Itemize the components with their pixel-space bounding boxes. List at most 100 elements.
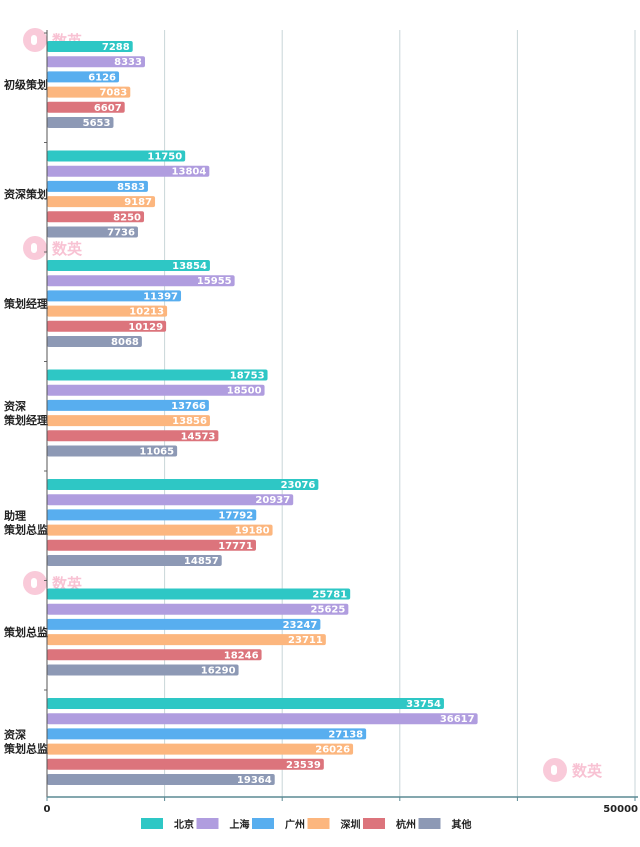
bar-广州 [47, 399, 209, 411]
data-label: 17792 [218, 510, 253, 521]
x-tick-label: 50000 [603, 804, 638, 815]
legend-item: 上海 [196, 818, 250, 831]
data-label: 25625 [311, 605, 346, 616]
legend-item: 其他 [418, 818, 472, 831]
bar-北京 [47, 41, 133, 52]
watermark-logo-glyph [31, 243, 37, 253]
bar-杭州 [47, 211, 145, 223]
category-label: 策划经理 [3, 413, 48, 427]
data-label: 8333 [114, 57, 142, 68]
legend-item: 广州 [252, 818, 305, 831]
data-label: 23247 [283, 620, 318, 631]
category-label: 策划总监 [3, 625, 48, 639]
data-label: 16290 [201, 666, 236, 677]
data-label: 36617 [440, 714, 475, 725]
watermark: 数英 [543, 758, 603, 782]
legend-label: 广州 [285, 818, 305, 831]
category-label: 初级策划 [4, 78, 48, 92]
bar-深圳 [47, 415, 210, 427]
bar-杭州 [47, 539, 256, 551]
watermark-logo-glyph [31, 35, 37, 45]
bar-深圳 [47, 743, 354, 755]
data-label: 11065 [139, 447, 174, 458]
data-label: 8583 [117, 182, 145, 193]
watermark-text: 数英 [52, 240, 83, 258]
bar-其他 [47, 336, 142, 347]
watermarks: 数英数英数英数英 [23, 28, 603, 782]
legend-item: 北京 [141, 818, 194, 831]
watermark: 数英 [23, 236, 83, 260]
data-label: 6126 [88, 72, 116, 83]
bar-其他 [47, 774, 275, 785]
bar-上海 [47, 494, 294, 506]
bar-北京 [47, 369, 268, 381]
bar-其他 [47, 226, 138, 238]
bar-上海 [47, 275, 235, 287]
watermark-logo-glyph [551, 765, 557, 775]
data-label: 13804 [172, 167, 207, 178]
bar-深圳 [47, 305, 168, 317]
bar-杭州 [47, 430, 219, 442]
bar-上海 [47, 165, 210, 177]
bar-广州 [47, 71, 120, 83]
data-label: 33754 [406, 699, 441, 710]
data-label: 8250 [113, 212, 141, 223]
bar-深圳 [47, 196, 156, 208]
data-label: 20937 [255, 495, 290, 506]
legend-swatch [141, 818, 163, 829]
category-label: 策划经理 [3, 297, 48, 311]
data-label: 25781 [312, 590, 347, 601]
data-label: 23711 [288, 635, 323, 646]
data-label: 18246 [224, 650, 259, 661]
legend-swatch [307, 818, 330, 829]
x-tick-label: 0 [44, 804, 51, 815]
data-label: 7288 [102, 42, 130, 53]
data-label: 18500 [227, 386, 262, 397]
data-label: 11397 [143, 291, 178, 302]
data-label: 23076 [281, 480, 316, 491]
bar-其他 [47, 664, 239, 676]
watermark-text: 数英 [572, 762, 603, 780]
bar-杭州 [47, 649, 262, 661]
data-label: 10213 [129, 307, 164, 318]
category-label: 策划总监 [3, 523, 48, 537]
bar-北京 [47, 260, 210, 271]
legend-swatch [252, 818, 274, 829]
bar-广州 [47, 728, 367, 740]
data-label: 10129 [128, 322, 163, 333]
data-label: 8068 [111, 337, 139, 348]
legend-swatch [418, 818, 441, 829]
x-axis: 0 50000 [44, 30, 638, 815]
bar-上海 [47, 384, 265, 396]
data-label: 19180 [235, 526, 270, 537]
data-label: 9187 [124, 197, 152, 208]
data-label: 13856 [172, 416, 207, 427]
data-label: 15955 [197, 276, 232, 287]
bar-广州 [47, 290, 182, 302]
bar-杭州 [47, 758, 324, 770]
category-label: 资深 [4, 399, 26, 413]
bar-深圳 [47, 634, 326, 646]
bar-广州 [47, 618, 321, 630]
legend-item: 深圳 [307, 818, 361, 831]
data-label: 5653 [83, 118, 111, 129]
data-label: 17771 [218, 541, 253, 552]
data-label: 13854 [172, 261, 207, 272]
legend: 北京 上海 广州 深圳 杭州 其他 [141, 818, 472, 831]
watermark-logo-glyph [31, 578, 37, 588]
category-label: 助理 [4, 509, 26, 523]
category-label: 资深策划 [4, 187, 48, 201]
data-label: 26026 [315, 745, 350, 756]
bar-其他 [47, 117, 114, 128]
bar-深圳 [47, 524, 273, 536]
bar-深圳 [47, 86, 131, 98]
data-label: 23539 [286, 760, 321, 771]
bar-杭州 [47, 101, 125, 113]
legend-item: 杭州 [363, 818, 416, 831]
bar-上海 [47, 713, 478, 725]
legend-swatch [196, 818, 219, 829]
bar-北京 [47, 479, 319, 490]
bar-其他 [47, 555, 222, 566]
bar-其他 [47, 445, 178, 457]
